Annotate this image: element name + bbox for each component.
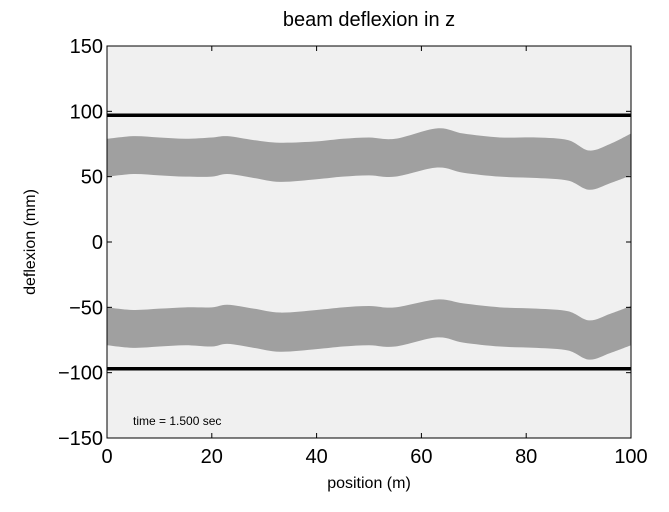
x-tick-label: 100 [614, 446, 647, 468]
time-annotation: time = 1.500 sec [133, 414, 221, 428]
x-tick-label: 20 [201, 446, 223, 468]
x-axis-label: position (m) [327, 475, 411, 492]
series-layer [107, 128, 631, 360]
y-tick-label: −150 [58, 428, 103, 450]
limit-lines-layer [107, 113, 631, 371]
plot-area [107, 46, 631, 438]
y-tick-label: 100 [70, 101, 103, 123]
x-tick-label: 60 [410, 446, 432, 468]
y-tick-label: −100 [58, 363, 103, 385]
y-tick-label: 150 [70, 36, 103, 58]
y-tick-label: −50 [69, 297, 103, 319]
upper-beam-band [107, 128, 631, 190]
lower-beam-band [107, 299, 631, 360]
x-tick-label: 40 [305, 446, 327, 468]
chart-title: beam deflexion in z [283, 9, 455, 31]
x-tick-label: 0 [101, 446, 112, 468]
tick-layer: 0 20 40 60 80 100 150 100 50 0 −50 −100 −150 [58, 36, 648, 468]
y-axis-label: deflexion (mm) [22, 189, 39, 295]
y-tick-label: 0 [92, 232, 103, 254]
x-tick-label: 80 [515, 446, 537, 468]
y-tick-label: 50 [81, 167, 103, 189]
